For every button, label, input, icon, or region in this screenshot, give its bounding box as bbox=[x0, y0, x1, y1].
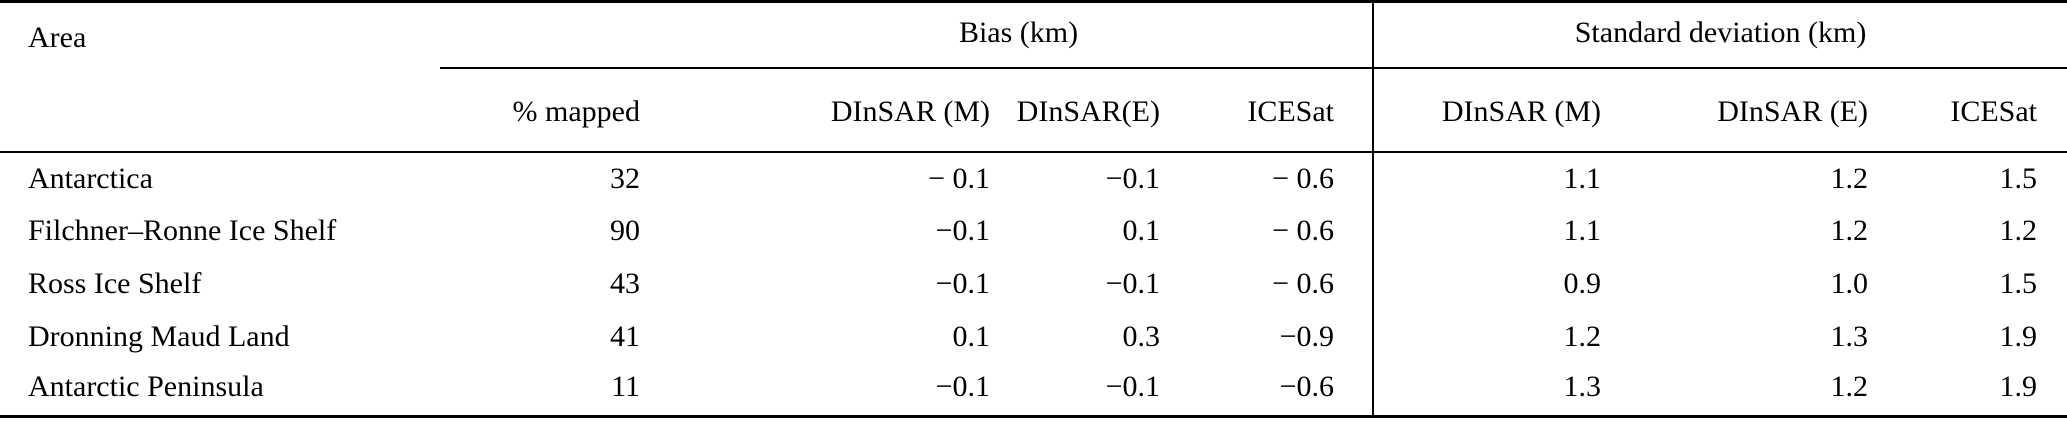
value-cell: 32 bbox=[610, 161, 640, 195]
area-cell: Dronning Maud Land bbox=[28, 320, 290, 353]
sub-header-row: % mapped DInSAR (M) DInSAR(E) ICESat DIn… bbox=[0, 67, 2067, 153]
value-cell: −0.9 bbox=[1279, 320, 1335, 353]
value-cell: 0.9 bbox=[1372, 257, 1624, 311]
value-cell: 1.9 bbox=[1999, 320, 2038, 353]
col-header-bias-icesat: ICESat bbox=[1180, 67, 1374, 153]
value-cell: − 0.1 bbox=[928, 161, 990, 195]
value-cell: −0.1 bbox=[1105, 267, 1160, 300]
value-cell: 90 bbox=[610, 214, 640, 247]
value-cell: 1.3 bbox=[1830, 320, 1869, 353]
value-cell: −0.1 bbox=[1105, 370, 1160, 404]
value-cell: − 0.6 bbox=[1272, 161, 1335, 195]
value-cell: − 0.6 bbox=[1272, 214, 1335, 247]
value-cell: −0.1 bbox=[935, 267, 990, 300]
value-cell: − 0.6 bbox=[1272, 267, 1335, 300]
area-column-header: Area bbox=[0, 1, 440, 153]
area-cell: Antarctica bbox=[28, 161, 153, 195]
table-row: Antarctica 32 − 0.1 −0.1 − 0.6 1.1 1.2 1.5 bbox=[0, 151, 2067, 205]
value-cell: 1.2 bbox=[1372, 310, 1624, 364]
table-row: Filchner–Ronne Ice Shelf 90 −0.1 0.1 − 0.6 1.… bbox=[0, 204, 2067, 258]
table-body: Antarctica 32 − 0.1 −0.1 − 0.6 1.1 1.2 1.5 Filch… bbox=[0, 151, 2067, 417]
table-row: Ross Ice Shelf 43 −0.1 −0.1 − 0.6 0.9 1.0 1.5 bbox=[0, 257, 2067, 311]
value-cell: 1.1 bbox=[1372, 204, 1624, 258]
value-cell: 0.1 bbox=[952, 320, 991, 353]
col-header-std-dinsar-m: DInSAR (M) bbox=[1372, 67, 1624, 153]
value-cell: 1.1 bbox=[1372, 151, 1624, 205]
col-header-std-dinsar-e: DInSAR (E) bbox=[1623, 67, 1884, 153]
value-cell: −0.6 bbox=[1279, 370, 1335, 404]
value-cell: −0.1 bbox=[1105, 161, 1160, 195]
bias-group-header: Bias (km) bbox=[440, 1, 1374, 69]
col-header-std-icesat: ICESat bbox=[1883, 67, 2067, 153]
value-cell: 1.5 bbox=[1999, 161, 2038, 195]
value-cell: 1.2 bbox=[1830, 214, 1869, 247]
value-cell: 11 bbox=[611, 370, 640, 404]
value-cell: −0.1 bbox=[935, 214, 990, 247]
group-header-row: Area Bias (km) Standard deviation (km) bbox=[0, 1, 2067, 153]
value-cell: −0.1 bbox=[935, 370, 990, 404]
results-table: Area Bias (km) Standard deviation (km) %… bbox=[0, 0, 2067, 418]
col-header-pct-mapped: % mapped bbox=[440, 67, 665, 153]
value-cell: 1.2 bbox=[1999, 214, 2038, 247]
std-dev-group-header: Standard deviation (km) bbox=[1372, 1, 2067, 69]
value-cell: 1.0 bbox=[1830, 267, 1869, 300]
area-cell: Antarctic Peninsula bbox=[28, 370, 264, 404]
table-row: Dronning Maud Land 41 0.1 0.3 −0.9 1.2 1.3 1.9 bbox=[0, 310, 2067, 364]
value-cell: 43 bbox=[610, 267, 640, 300]
value-cell: 1.2 bbox=[1830, 161, 1869, 195]
area-cell: Ross Ice Shelf bbox=[28, 267, 202, 300]
value-cell: 1.3 bbox=[1372, 363, 1624, 417]
col-header-bias-dinsar-e: DInSAR(E) bbox=[1010, 67, 1180, 153]
table-row: Antarctic Peninsula 11 −0.1 −0.1 −0.6 1.3 1.2 1… bbox=[0, 363, 2067, 417]
value-cell: 1.9 bbox=[1999, 370, 2038, 404]
value-cell: 0.1 bbox=[1122, 214, 1161, 247]
area-cell: Filchner–Ronne Ice Shelf bbox=[28, 214, 337, 247]
col-header-bias-dinsar-m: DInSAR (M) bbox=[665, 67, 1010, 153]
value-cell: 1.5 bbox=[1999, 267, 2038, 300]
value-cell: 1.2 bbox=[1830, 370, 1869, 404]
table-header: Area Bias (km) Standard deviation (km) %… bbox=[0, 1, 2067, 153]
value-cell: 0.3 bbox=[1122, 320, 1161, 353]
value-cell: 41 bbox=[610, 320, 640, 353]
